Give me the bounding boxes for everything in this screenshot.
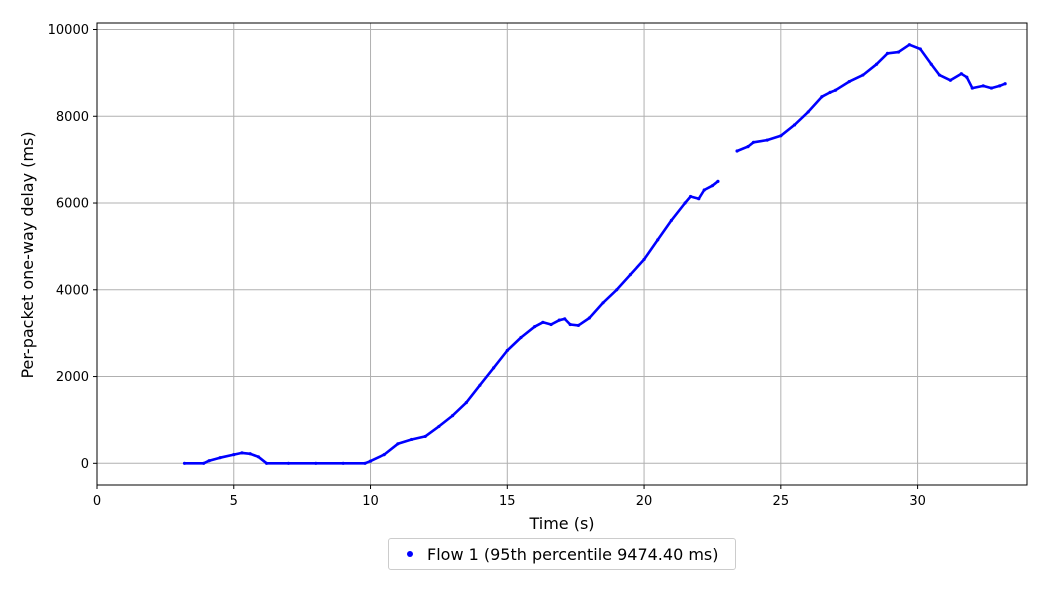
data-point (874, 62, 879, 66)
data-point (601, 301, 605, 305)
data-point (341, 461, 345, 465)
axis-ticks: 0 5 10 15 20 25 30 0 2000 4000 6000 8000 10000 (48, 23, 926, 509)
data-point (218, 456, 222, 460)
y-tick-label: 10000 (48, 23, 89, 38)
data-point (907, 43, 911, 47)
x-tick-label: 5 (230, 494, 238, 509)
data-point (669, 218, 674, 222)
y-tick-label: 8000 (56, 110, 89, 125)
data-point (557, 318, 561, 322)
data-point (861, 73, 865, 77)
data-point (541, 320, 545, 324)
legend-marker-icon (407, 551, 413, 557)
data-point (568, 322, 572, 327)
data-point (248, 452, 252, 456)
data-point (382, 453, 386, 457)
data-point (765, 138, 769, 142)
data-point (628, 273, 632, 277)
data-point (202, 461, 206, 465)
data-point (396, 442, 400, 446)
data-point (929, 62, 933, 66)
data-point (948, 78, 953, 82)
data-point (549, 322, 553, 327)
grid-lines (96, 23, 1027, 485)
data-point (918, 47, 922, 51)
data-point (587, 316, 591, 320)
y-tick-label: 6000 (56, 197, 89, 212)
plot-frame (96, 22, 1028, 486)
data-point (615, 288, 619, 292)
data-point (314, 461, 318, 465)
data-point (642, 257, 646, 262)
data-point (970, 86, 974, 90)
data-point (716, 179, 720, 183)
data-point (688, 194, 693, 199)
x-tick-label: 15 (499, 494, 516, 509)
data-point (505, 348, 509, 353)
data-point (697, 197, 701, 201)
data-point (683, 201, 687, 205)
data-point (779, 134, 783, 138)
data-point (182, 461, 187, 465)
data-point (989, 86, 994, 90)
data-point (735, 149, 739, 153)
data-point (240, 451, 244, 455)
data-point (1003, 82, 1007, 86)
data-point (409, 437, 414, 442)
data-point (833, 88, 838, 92)
data-point (656, 238, 660, 242)
data-point (981, 84, 985, 88)
x-tick-label: 30 (909, 494, 926, 509)
data-point (256, 455, 260, 459)
x-tick-label: 0 (93, 494, 101, 509)
data-point (828, 90, 832, 95)
y-tick-label: 4000 (56, 283, 89, 298)
data-point (232, 453, 236, 457)
data-point (937, 73, 942, 77)
y-tick-label: 2000 (56, 370, 89, 385)
data-point (885, 51, 890, 55)
x-tick-label: 20 (636, 494, 653, 509)
data-point (492, 366, 496, 370)
flow-1-trace (735, 43, 1007, 153)
data-point (464, 400, 468, 405)
data-point (806, 110, 810, 114)
data-point (533, 325, 537, 329)
data-point (896, 50, 901, 54)
data-point (478, 383, 482, 387)
data-point (519, 335, 523, 340)
x-tick-label: 10 (362, 494, 379, 509)
data-point (820, 95, 824, 99)
data-point (563, 317, 567, 321)
series-flow-1 (182, 43, 1007, 465)
data-point (847, 79, 851, 84)
data-point (746, 145, 750, 149)
data-point (792, 123, 797, 127)
data-point (702, 188, 706, 192)
data-point (965, 75, 969, 79)
data-point (710, 184, 715, 188)
data-point (264, 461, 269, 465)
data-point (207, 459, 211, 463)
flow-1-trace (183, 180, 720, 465)
data-point (286, 461, 291, 465)
data-point (998, 84, 1002, 88)
data-point (363, 461, 367, 465)
data-point (450, 413, 455, 418)
data-point (576, 323, 581, 327)
legend-label: Flow 1 (95th percentile 9474.40 ms) (427, 544, 719, 564)
data-point (423, 434, 427, 439)
legend: Flow 1 (95th percentile 9474.40 ms) (388, 538, 736, 570)
x-axis-label: Time (s) (528, 514, 594, 533)
x-tick-label: 25 (773, 494, 790, 509)
y-axis-label: Per-packet one-way delay (ms) (18, 131, 37, 378)
data-point (368, 459, 373, 463)
data-point (751, 140, 756, 144)
data-point (437, 424, 441, 429)
data-point (959, 72, 963, 76)
y-tick-label: 0 (81, 457, 89, 472)
